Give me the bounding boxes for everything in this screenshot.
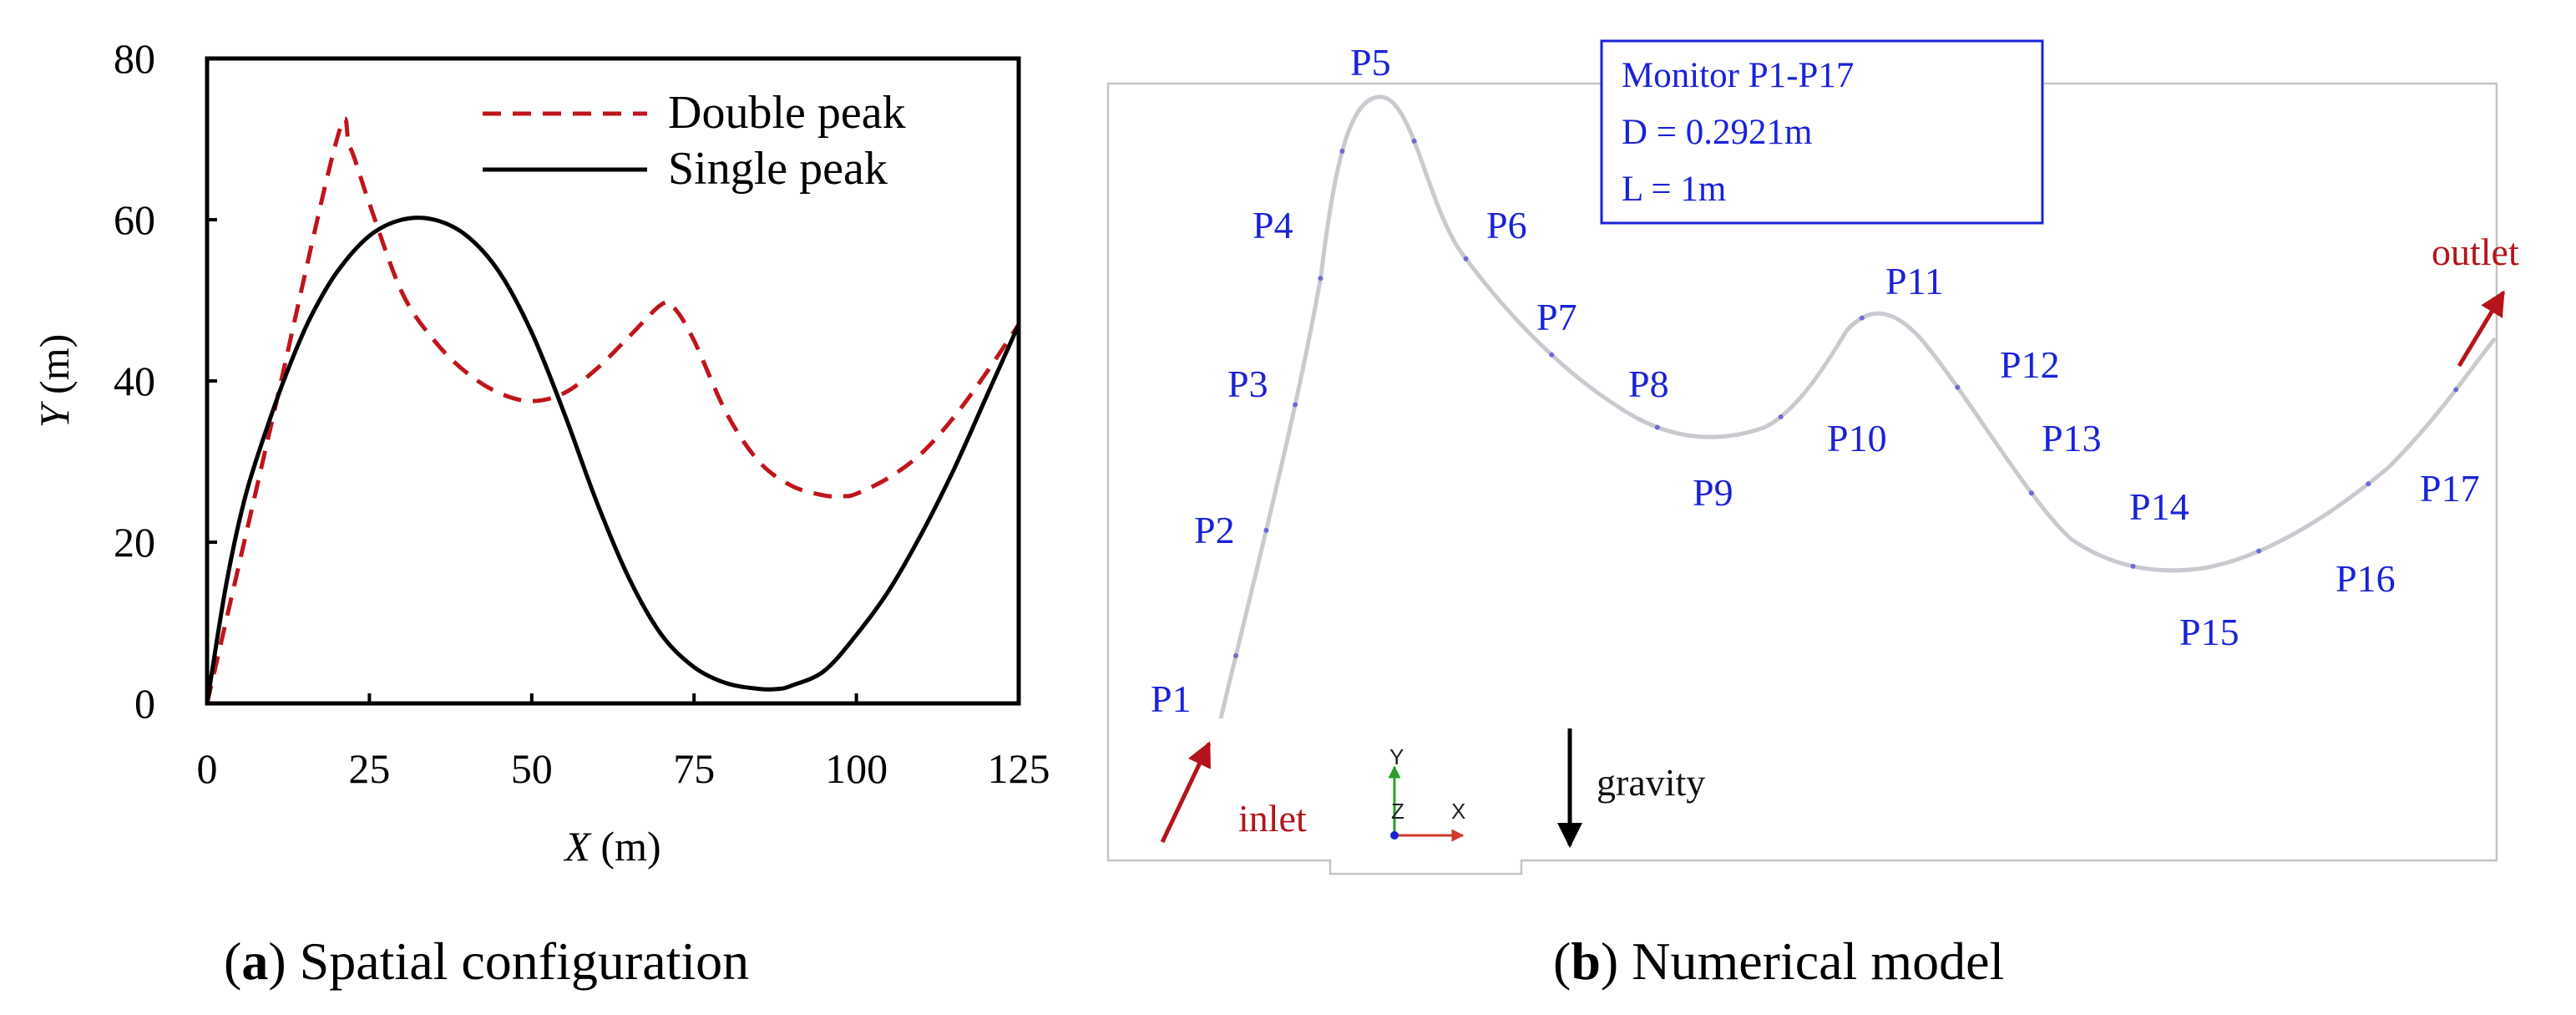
info-box-line-diameter: D = 0.2921m <box>1622 113 1813 152</box>
monitor-label-p17: P17 <box>2420 467 2480 510</box>
x-tick-label: 125 <box>988 745 1050 792</box>
inlet-arrow-icon <box>1160 741 1212 844</box>
monitor-point-marker <box>1411 138 1417 144</box>
caption-a-text: Spatial configuration <box>300 931 750 991</box>
monitor-point-marker <box>1318 276 1323 282</box>
pipe-centerline <box>1218 94 2497 719</box>
legend-label-double-peak: Double peak <box>668 87 906 139</box>
x-tick-label: 75 <box>673 745 715 792</box>
monitor-point-marker <box>2256 548 2262 554</box>
x-tick-label: 100 <box>825 745 888 792</box>
info-box-line-monitor: Monitor P1-P17 <box>1622 56 1854 95</box>
monitor-point-marker <box>2028 490 2034 496</box>
y-axis-unit: (m) <box>31 334 78 405</box>
monitor-point-marker <box>2453 387 2459 393</box>
y-axis-var: Y <box>31 400 78 428</box>
monitor-label-p12: P12 <box>2000 343 2060 386</box>
axis-triad: Y Z X <box>1388 744 1465 842</box>
monitor-point-marker <box>1233 652 1239 658</box>
caption-b: (b) Numerical model <box>1553 931 2004 991</box>
x-axis-label: X (m) <box>563 823 660 870</box>
caption-b-text: Numerical model <box>1632 931 2004 991</box>
monitor-label-p10: P10 <box>1827 417 1887 459</box>
caption-a-letter: a <box>241 931 268 991</box>
monitor-point-marker <box>1293 402 1298 408</box>
monitor-label-p15: P15 <box>2179 611 2239 653</box>
chart-series-group <box>205 116 1021 704</box>
x-axis-var: X <box>563 823 592 870</box>
legend-label-single-peak: Single peak <box>668 143 888 195</box>
gravity-label: gravity <box>1597 761 1705 804</box>
monitor-label-p2: P2 <box>1194 509 1235 551</box>
monitor-point-marker <box>1859 315 1865 321</box>
monitor-label-group: P1 P2 P3 P4 P5 P6 P7 P8 P9 P10 P11 P12 P… <box>1151 41 2480 720</box>
panel-b-diagram: P1 P2 P3 P4 P5 P6 P7 P8 P9 P10 P11 P12 P… <box>1106 39 2519 991</box>
monitor-label-p11: P11 <box>1885 260 1944 302</box>
x-tick-label: 50 <box>511 745 553 792</box>
info-box: Monitor P1-P17 D = 0.2921m L = 1m <box>1600 39 2044 225</box>
series-line-double-peak <box>205 116 1021 704</box>
domain-outline <box>1106 82 2498 875</box>
monitor-label-p13: P13 <box>2042 417 2102 459</box>
triad-label-z: Z <box>1391 799 1404 824</box>
monitor-label-p8: P8 <box>1628 363 1669 405</box>
monitor-label-p4: P4 <box>1253 204 1293 246</box>
y-tick-label: 60 <box>114 196 155 243</box>
monitor-point-marker <box>1263 527 1269 533</box>
monitor-point-marker <box>1339 149 1345 155</box>
y-tick-label: 0 <box>134 680 155 727</box>
monitor-point-marker <box>1654 424 1660 430</box>
outlet-arrow-icon <box>2457 290 2506 368</box>
monitor-point-marker <box>1955 384 1961 390</box>
monitor-label-p5: P5 <box>1350 41 1391 84</box>
inlet-label: inlet <box>1238 797 1307 840</box>
x-tick-label: 25 <box>348 745 390 792</box>
panel-a-chart: 0 25 50 75 100 125 0 20 40 60 80 Double peak Sing… <box>31 35 1050 991</box>
x-axis-unit: (m) <box>590 823 661 870</box>
monitor-label-p1: P1 <box>1151 678 1192 720</box>
monitor-label-p7: P7 <box>1536 296 1577 338</box>
series-line-single-peak <box>205 216 1021 704</box>
y-tick-label: 80 <box>114 35 155 82</box>
plot-frame <box>205 56 1021 706</box>
monitor-point-marker <box>2130 563 2136 569</box>
x-tick-label: 0 <box>197 745 218 792</box>
monitor-tick-group <box>1233 138 2459 658</box>
monitor-label-p14: P14 <box>2129 485 2189 528</box>
y-tick-group: 0 20 40 60 80 <box>114 35 217 727</box>
monitor-point-marker <box>1463 256 1469 261</box>
monitor-label-p16: P16 <box>2336 557 2396 600</box>
triad-z-dot-icon <box>1390 831 1399 840</box>
info-box-frame <box>1600 39 2044 225</box>
outlet-label: outlet <box>2432 231 2519 273</box>
y-axis-label: Y (m) <box>31 334 78 429</box>
info-box-line-length: L = 1m <box>1622 170 1726 209</box>
y-tick-label: 40 <box>114 358 155 404</box>
monitor-point-marker <box>2366 481 2371 487</box>
caption-b-letter: b <box>1571 931 1601 991</box>
monitor-point-marker <box>1778 414 1784 419</box>
monitor-label-p3: P3 <box>1227 363 1268 405</box>
triad-label-x: X <box>1451 799 1465 824</box>
triad-label-y: Y <box>1389 744 1404 769</box>
y-tick-label: 20 <box>114 519 155 566</box>
legend: Double peak Single peak <box>483 87 906 195</box>
caption-a: (a) Spatial configuration <box>224 931 749 991</box>
x-tick-group: 0 25 50 75 100 125 <box>197 693 1050 792</box>
monitor-label-p9: P9 <box>1693 471 1733 514</box>
monitor-label-p6: P6 <box>1486 204 1527 246</box>
monitor-point-marker <box>1549 352 1555 358</box>
